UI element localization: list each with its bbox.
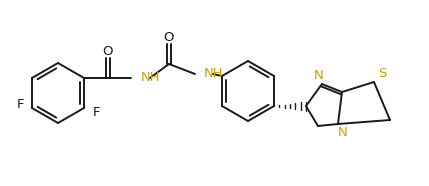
Text: F: F [93,105,101,118]
Text: S: S [378,67,386,79]
Text: O: O [164,31,174,44]
Text: N: N [314,68,324,81]
Text: N: N [338,126,348,139]
Text: NH: NH [204,67,224,79]
Text: O: O [103,44,113,57]
Text: F: F [16,97,24,110]
Text: NH: NH [141,70,160,84]
